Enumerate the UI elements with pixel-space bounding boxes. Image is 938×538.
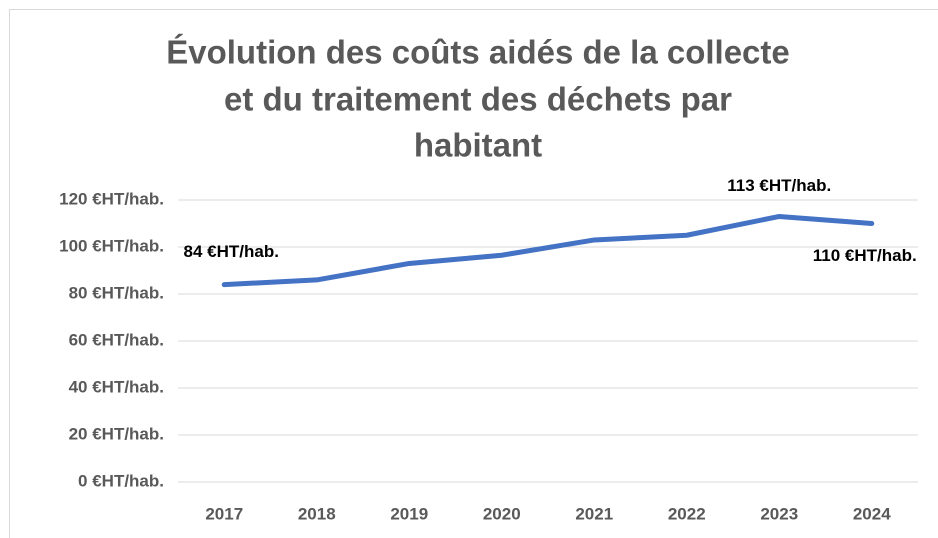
x-tick-label: 2018 (298, 504, 336, 523)
chart-title: habitant (414, 127, 542, 164)
x-tick-label: 2024 (853, 504, 891, 523)
y-tick-label: 0 €HT/hab. (78, 471, 164, 490)
x-tick-label: 2017 (205, 504, 243, 523)
y-tick-label: 60 €HT/hab. (69, 330, 164, 349)
y-tick-label: 100 €HT/hab. (59, 236, 164, 255)
y-tick-label: 120 €HT/hab. (59, 189, 164, 208)
data-label: 113 €HT/hab. (727, 176, 831, 195)
y-tick-label: 80 €HT/hab. (69, 283, 164, 302)
x-tick-label: 2021 (575, 504, 613, 523)
y-tick-label: 40 €HT/hab. (69, 377, 164, 396)
chart-title: Évolution des coûts aidés de la collecte (166, 34, 790, 71)
chart-border (9, 9, 938, 538)
x-tick-label: 2023 (760, 504, 798, 523)
x-tick-label: 2022 (668, 504, 706, 523)
data-label: 84 €HT/hab. (184, 242, 279, 261)
data-label: 110 €HT/hab. (813, 246, 917, 265)
chart-title: et du traitement des déchets par (224, 81, 732, 118)
x-tick-label: 2020 (483, 504, 521, 523)
line (221, 213, 875, 288)
x-tick-label: 2019 (390, 504, 428, 523)
y-tick-label: 20 €HT/hab. (69, 424, 164, 443)
